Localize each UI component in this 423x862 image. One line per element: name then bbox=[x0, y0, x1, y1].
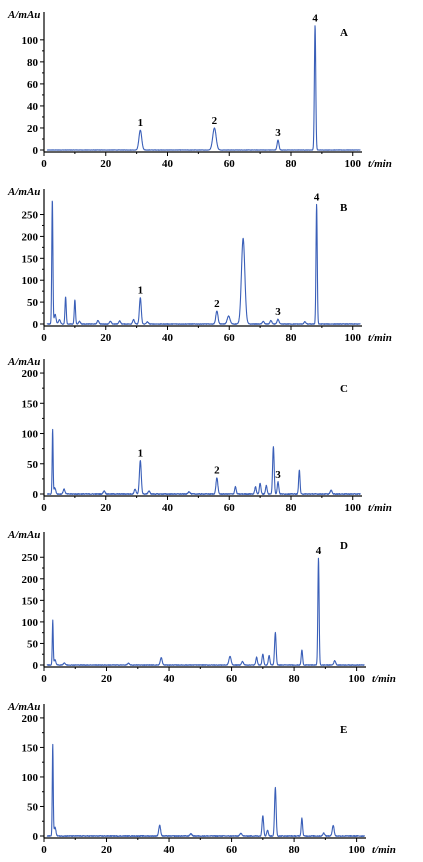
x-tick-label: 60 bbox=[226, 844, 238, 856]
y-tick-label: 50 bbox=[27, 801, 39, 813]
x-tick-label: 100 bbox=[344, 502, 361, 514]
x-tick-label: 60 bbox=[224, 332, 236, 344]
y-tick-label: 100 bbox=[22, 275, 39, 287]
y-tick-label: 0 bbox=[33, 145, 39, 157]
y-tick-label: 0 bbox=[33, 831, 39, 843]
y-tick-label: 100 bbox=[22, 429, 39, 441]
y-tick-label: 200 bbox=[22, 231, 39, 243]
y-tick-label: 40 bbox=[27, 101, 39, 113]
x-tick-label: 20 bbox=[100, 332, 112, 344]
x-tick-label: 80 bbox=[285, 332, 297, 344]
x-tick-label: 80 bbox=[285, 158, 297, 170]
x-tick-label: 0 bbox=[41, 332, 47, 344]
peak-label: 2 bbox=[214, 465, 220, 477]
x-tick-label: 100 bbox=[348, 844, 365, 856]
y-axis-title: A/mAu bbox=[7, 186, 40, 198]
peak-label: 4 bbox=[312, 13, 318, 25]
x-tick-label: 80 bbox=[289, 673, 301, 685]
peak-label: 2 bbox=[214, 298, 220, 310]
x-tick-label: 0 bbox=[41, 502, 47, 514]
x-tick-label: 60 bbox=[224, 502, 236, 514]
peak-label: 1 bbox=[138, 285, 144, 297]
y-tick-label: 250 bbox=[22, 552, 39, 564]
x-tick-label: 40 bbox=[162, 332, 174, 344]
panel-label: C bbox=[340, 383, 348, 395]
x-tick-label: 100 bbox=[344, 332, 361, 344]
panel-label: B bbox=[340, 202, 348, 214]
x-tick-label: 40 bbox=[162, 502, 174, 514]
x-tick-label: 0 bbox=[41, 844, 47, 856]
panel-label: E bbox=[340, 724, 347, 736]
y-axis-title: A/mAu bbox=[7, 529, 40, 541]
y-tick-label: 50 bbox=[27, 638, 39, 650]
y-tick-label: 0 bbox=[33, 489, 39, 501]
y-tick-label: 150 bbox=[22, 595, 39, 607]
chromatogram-panel-d: 0 20 40 60 80 100 0 50 100 150 200 250 A/mAu t/min D 4 bbox=[7, 529, 396, 685]
peak-label: 3 bbox=[275, 127, 281, 139]
peak-label: 2 bbox=[212, 115, 218, 127]
y-tick-label: 0 bbox=[33, 660, 39, 672]
y-tick-label: 150 bbox=[22, 398, 39, 410]
peak-label: 4 bbox=[314, 191, 320, 203]
y-axis-title: A/mAu bbox=[7, 356, 40, 368]
y-tick-label: 50 bbox=[27, 297, 39, 309]
x-tick-label: 40 bbox=[164, 844, 176, 856]
x-axis-title: t/min bbox=[368, 158, 392, 170]
y-tick-label: 100 bbox=[22, 35, 39, 47]
y-tick-label: 150 bbox=[22, 253, 39, 265]
y-tick-label: 50 bbox=[27, 459, 39, 471]
peak-label: 4 bbox=[316, 545, 322, 557]
x-tick-label: 0 bbox=[41, 158, 47, 170]
y-tick-label: 20 bbox=[27, 123, 39, 135]
y-tick-label: 100 bbox=[22, 772, 39, 784]
x-tick-label: 20 bbox=[101, 673, 113, 685]
chromatogram-trace bbox=[46, 743, 365, 837]
x-tick-label: 20 bbox=[100, 158, 112, 170]
x-tick-label: 100 bbox=[344, 158, 361, 170]
peak-label: 1 bbox=[138, 448, 144, 460]
y-tick-label: 80 bbox=[27, 57, 39, 69]
x-tick-label: 20 bbox=[101, 844, 113, 856]
x-tick-label: 0 bbox=[41, 673, 47, 685]
y-axis-title: A/mAu bbox=[7, 701, 40, 713]
y-tick-label: 200 bbox=[22, 713, 39, 725]
x-tick-label: 20 bbox=[100, 502, 112, 514]
peak-label: 3 bbox=[275, 306, 281, 318]
x-tick-label: 40 bbox=[164, 673, 176, 685]
chromatogram-trace bbox=[46, 200, 361, 325]
y-tick-label: 200 bbox=[22, 574, 39, 586]
x-axis-title: t/min bbox=[372, 844, 396, 856]
y-tick-label: 150 bbox=[22, 742, 39, 754]
x-tick-label: 100 bbox=[348, 673, 365, 685]
panel-label: A bbox=[340, 27, 348, 39]
chromatogram-trace bbox=[46, 557, 365, 666]
x-axis-title: t/min bbox=[368, 332, 392, 344]
y-tick-label: 200 bbox=[22, 368, 39, 380]
x-axis-title: t/min bbox=[368, 502, 392, 514]
y-tick-label: 250 bbox=[22, 210, 39, 222]
y-tick-label: 60 bbox=[27, 79, 39, 91]
y-tick-label: 0 bbox=[33, 319, 39, 331]
y-axis-title: A/mAu bbox=[7, 9, 40, 21]
chromatogram-trace bbox=[46, 25, 361, 151]
y-tick-label: 100 bbox=[22, 617, 39, 629]
x-tick-label: 80 bbox=[289, 844, 301, 856]
panel-label: D bbox=[340, 540, 348, 552]
peak-label: 1 bbox=[138, 117, 144, 129]
x-tick-label: 40 bbox=[162, 158, 174, 170]
x-tick-label: 60 bbox=[226, 673, 238, 685]
chromatogram-trace bbox=[46, 428, 361, 495]
x-axis-title: t/min bbox=[372, 673, 396, 685]
chromatogram-panel-a: 0 20 40 60 80 100 0 20 40 60 80 100 A/mAu t/min A 1 2 3 4 bbox=[7, 9, 392, 170]
peak-label: 3 bbox=[275, 469, 281, 481]
x-tick-label: 80 bbox=[285, 502, 297, 514]
chromatogram-panel-b: 0 20 40 60 80 100 0 50 100 150 200 250 A/mAu t/min B 1 2… bbox=[7, 186, 392, 344]
x-tick-label: 60 bbox=[224, 158, 236, 170]
